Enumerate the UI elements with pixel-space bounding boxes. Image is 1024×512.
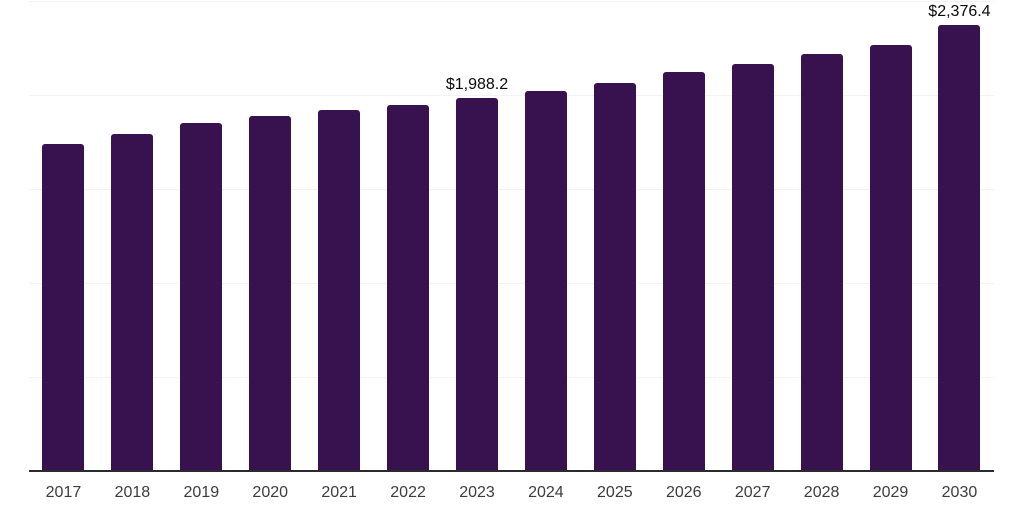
bar-2022 — [387, 104, 430, 472]
bar-slot-2017 — [29, 0, 98, 472]
x-tick-2022: 2022 — [390, 484, 426, 501]
bar-2018 — [111, 133, 154, 472]
bar-2030 — [938, 25, 981, 472]
x-tick-2018: 2018 — [114, 484, 151, 501]
gridline-1000 — [29, 283, 994, 284]
x-tick-2030: 2030 — [941, 484, 978, 501]
bar-slot-2021 — [305, 0, 374, 472]
x-tick-2021: 2021 — [321, 484, 357, 501]
bar-2019 — [180, 123, 223, 472]
bar-value-label-2023: $1,988.2 — [445, 76, 509, 94]
bars: $1,988.2 $2,376.4 — [29, 0, 994, 472]
bar-slot-2018 — [98, 0, 167, 472]
bar-2017 — [42, 143, 85, 472]
gridline-500 — [29, 377, 994, 378]
x-axis-tick-labels: 2017 2018 2019 2020 2021 2022 2023 2024 2025 2026… — [29, 474, 994, 502]
x-tick-2023: 2023 — [459, 484, 495, 501]
x-tick-2026: 2026 — [665, 484, 702, 501]
gridline-2000 — [29, 95, 994, 96]
bar-2027 — [731, 63, 774, 472]
plot-area: $1,988.2 $2,376.4 — [29, 0, 994, 472]
bar-slot-2026 — [649, 0, 718, 472]
bar-2024 — [524, 90, 567, 472]
x-tick-2025: 2025 — [597, 484, 633, 501]
bar-2021 — [318, 109, 361, 472]
bar-slot-2028 — [787, 0, 856, 472]
bar-2029 — [869, 45, 912, 472]
gridline-1500 — [29, 189, 994, 190]
bar-slot-2020 — [236, 0, 305, 472]
x-tick-2019: 2019 — [183, 484, 220, 501]
bar-slot-2030: $2,376.4 — [925, 0, 994, 472]
bar-slot-2019 — [167, 0, 236, 472]
gridline-2500 — [29, 1, 994, 2]
x-tick-2027: 2027 — [734, 484, 771, 501]
bar-slot-2022 — [374, 0, 443, 472]
bar-value-label-2030: $2,376.4 — [928, 3, 991, 21]
bar-slot-2025 — [580, 0, 649, 472]
bar-slot-2027 — [718, 0, 787, 472]
bar-2020 — [249, 116, 292, 472]
x-tick-2024: 2024 — [528, 484, 564, 501]
x-axis-line — [29, 470, 994, 472]
x-tick-2028: 2028 — [803, 484, 840, 501]
bar-slot-2023: $1,988.2 — [443, 0, 512, 472]
bar-2028 — [800, 54, 843, 472]
bar-2025 — [593, 82, 636, 472]
x-tick-2029: 2029 — [872, 484, 909, 501]
bar-slot-2024 — [511, 0, 580, 472]
bar-slot-2029 — [856, 0, 925, 472]
x-tick-2020: 2020 — [252, 484, 289, 501]
bar-2023 — [455, 98, 498, 472]
x-tick-2017: 2017 — [45, 484, 82, 501]
bar-2026 — [662, 72, 705, 472]
